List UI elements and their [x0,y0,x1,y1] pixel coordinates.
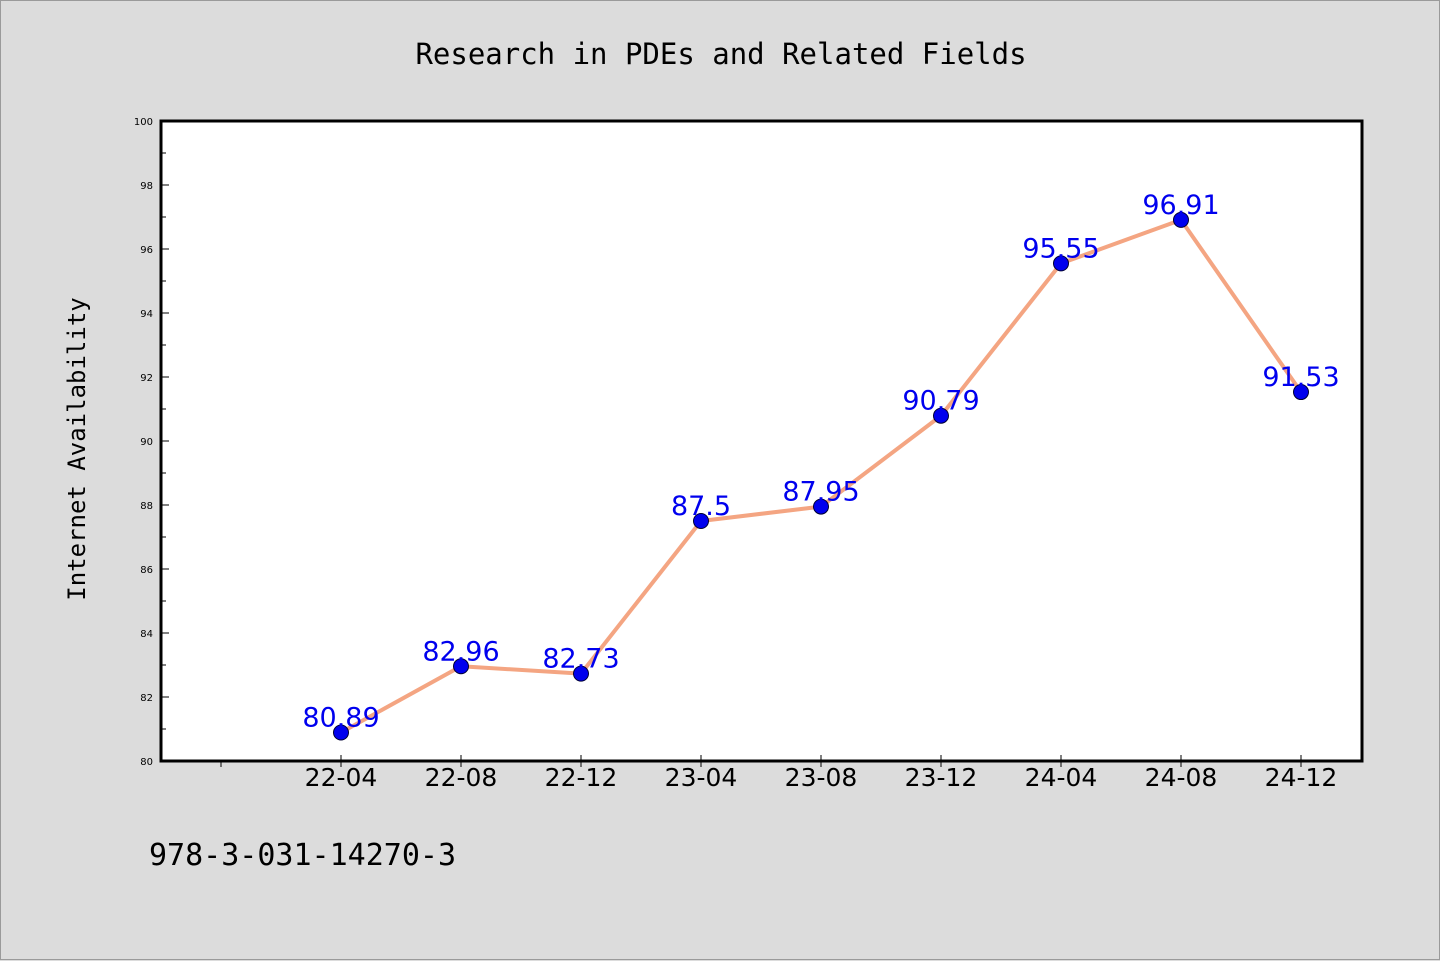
y-tick-label: 94 [140,309,153,320]
data-point-marker [453,658,469,675]
data-point-marker [1173,211,1189,228]
data-point-marker [693,513,709,529]
y-tick-label: 92 [140,373,153,384]
x-tick-label: 23-04 [665,763,738,792]
data-value-label: 91.53 [1262,362,1339,393]
x-tick-label: 24-08 [1145,763,1218,792]
x-tick-label: 23-12 [905,763,978,792]
x-tick-label: 24-12 [1265,763,1338,792]
data-labels: 80.89 82.96 82.73 87.5 87.95 90.79 95.55 96.91 9… [302,190,1339,734]
data-value-label: 82.73 [542,644,619,675]
isbn-footer: 978-3-031-14270-3 [149,838,456,873]
data-point-marker [573,665,589,682]
y-tick-label: 98 [140,181,153,192]
data-point-marker [813,498,829,515]
plot-frame [159,119,1364,763]
chart-title: Research in PDEs and Related Fields [415,37,1026,71]
data-value-label: 96.91 [1142,190,1219,221]
y-tick-label: 100 [134,117,153,128]
data-value-label: 87.5 [671,491,731,522]
y-tick-label: 96 [140,245,153,256]
data-value-label: 95.55 [1022,233,1099,264]
y-tick-label: 80 [140,757,153,768]
x-tick-label: 24-04 [1025,763,1098,792]
y-tick-label: 84 [140,629,153,640]
data-point-marker [933,407,949,424]
data-value-label: 82.96 [422,636,499,667]
series-markers [333,211,1309,741]
data-point-marker [1293,384,1309,401]
y-tick-label: 88 [140,501,153,512]
y-axis-label: Internet Availability [63,297,91,600]
x-tick-label: 23-08 [785,763,858,792]
data-value-label: 80.89 [302,703,379,734]
x-tick-label: 22-12 [545,763,618,792]
data-point-marker [333,724,349,741]
y-tick-label: 86 [140,565,153,576]
data-value-label: 90.79 [902,386,979,417]
y-tick-label: 90 [140,437,153,448]
axis-ticks: 80 82 84 86 88 90 92 94 96 98 100 22-04 22-08 22-12 23… [134,117,1337,792]
y-tick-label: 82 [140,693,153,704]
data-value-label: 87.95 [782,477,859,508]
x-tick-label: 22-08 [425,763,498,792]
data-point-marker [1053,255,1069,272]
x-tick-label: 22-04 [305,763,378,792]
